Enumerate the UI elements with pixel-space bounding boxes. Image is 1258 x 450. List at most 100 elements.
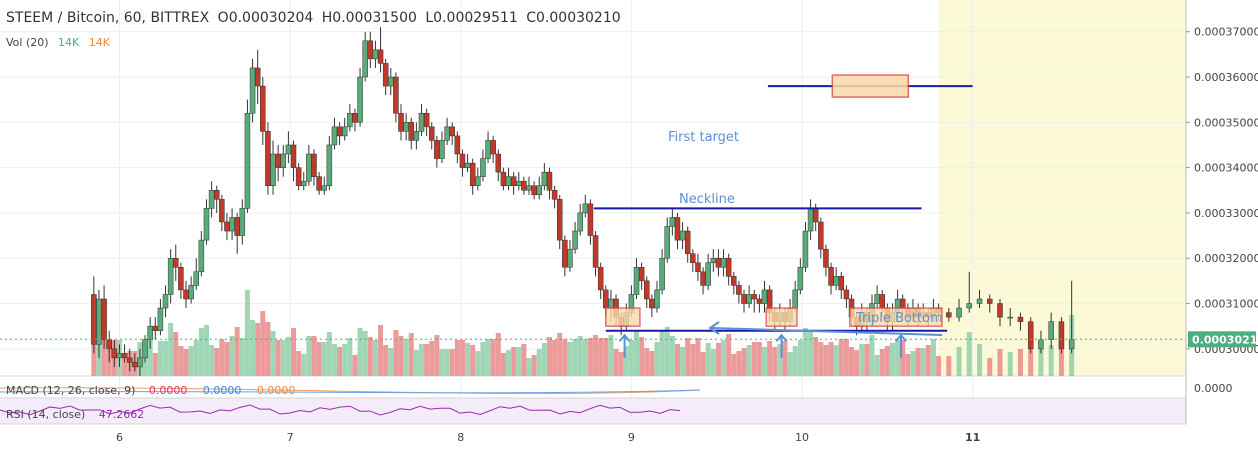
- candle-body: [106, 339, 112, 350]
- candle-body: [823, 248, 829, 268]
- candle-body: [290, 144, 297, 168]
- volume-bar: [408, 333, 414, 376]
- neckline-label: Neckline: [679, 192, 735, 207]
- volume-bar: [587, 338, 593, 376]
- candle-body: [132, 362, 138, 368]
- volume-bar: [997, 349, 1003, 376]
- volume-value-up: 14K: [58, 36, 80, 49]
- volume-bar: [879, 349, 885, 376]
- candle-body: [833, 276, 839, 286]
- price-label: 0.00037000: [1194, 26, 1258, 39]
- candle-body: [295, 167, 302, 186]
- volume-bar: [772, 347, 778, 376]
- candle-body: [603, 289, 609, 309]
- candle-body: [690, 253, 696, 263]
- volume-bar: [546, 337, 552, 376]
- candle-body: [567, 248, 573, 268]
- volume-value-down: 14K: [88, 36, 110, 49]
- bottom-arrow-head: [775, 333, 788, 342]
- candle-body: [966, 303, 973, 309]
- time-label: 9: [628, 431, 635, 444]
- volume-bar: [910, 351, 916, 376]
- candle-body: [347, 113, 353, 128]
- candle-body: [838, 276, 845, 291]
- candle-body: [167, 257, 174, 295]
- candle-body: [556, 199, 563, 241]
- macd-signal-value: 0.0000: [202, 384, 242, 397]
- price-label: 0.00032000: [1194, 252, 1258, 265]
- volume-bar: [511, 347, 517, 376]
- volume-bar: [1028, 334, 1034, 376]
- volume-bar: [741, 348, 747, 376]
- candle-body: [393, 76, 399, 114]
- volume-bar: [239, 338, 245, 376]
- candle-body: [454, 135, 461, 155]
- candle-body: [684, 230, 691, 254]
- candle-body: [551, 190, 558, 200]
- bottom-box: [765, 307, 798, 327]
- candle-body: [367, 40, 374, 60]
- volume-bar: [598, 338, 604, 376]
- rsi-label: RSI (14, close): [6, 408, 86, 421]
- candle-series: [91, 27, 1075, 376]
- volume-bar: [818, 342, 824, 376]
- candle-body: [229, 217, 235, 232]
- candle-body: [96, 298, 102, 345]
- volume-bar: [444, 349, 450, 376]
- volume-bar: [434, 335, 440, 376]
- volume-bar: [152, 353, 158, 376]
- volume-bar: [393, 330, 399, 376]
- candle-body: [423, 113, 430, 128]
- volume-bar: [977, 344, 983, 376]
- candle-body: [188, 285, 194, 300]
- volume-bar: [674, 344, 680, 376]
- candle-body: [510, 176, 517, 186]
- volume-bar: [209, 345, 215, 376]
- candle-body: [306, 153, 312, 182]
- candle-body: [362, 40, 368, 78]
- candle-body: [121, 353, 128, 359]
- candle-body: [449, 126, 455, 137]
- candle-body: [116, 353, 123, 359]
- volume-bar: [859, 344, 865, 376]
- volume-bar: [1058, 342, 1064, 376]
- volume-bar: [823, 345, 829, 376]
- close-value: C0.00030210: [526, 10, 621, 26]
- candle-body: [234, 217, 240, 236]
- candle-body: [388, 76, 394, 87]
- volume-bar: [203, 325, 209, 376]
- candle-body: [91, 294, 97, 345]
- volume-bar: [301, 354, 307, 376]
- volume-bar: [746, 345, 752, 376]
- candle-body: [531, 185, 537, 196]
- candle-body: [659, 257, 665, 291]
- price-label: 0.00034000: [1194, 162, 1258, 175]
- volume-bar: [168, 323, 174, 376]
- volume-bar: [193, 340, 199, 376]
- candle-body: [178, 267, 184, 291]
- volume-bar: [229, 336, 235, 376]
- candle-body: [301, 180, 307, 186]
- volume-bar: [403, 339, 409, 376]
- candle-body: [126, 357, 133, 363]
- volume-bar: [833, 345, 839, 376]
- candle-body: [254, 67, 261, 87]
- volume-bar: [255, 323, 261, 376]
- volume-bar: [275, 340, 281, 376]
- volume-bar: [767, 341, 773, 376]
- price-label: 0.00031000: [1194, 298, 1258, 311]
- candle-body: [495, 153, 502, 173]
- volume-bar: [936, 356, 942, 376]
- candle-body: [469, 162, 476, 186]
- projection-zone: [938, 0, 1186, 376]
- candle-body: [101, 298, 107, 341]
- volume-bar: [557, 333, 563, 376]
- volume-label: Vol (20): [6, 36, 49, 49]
- volume-bar: [654, 342, 660, 376]
- candle-body: [372, 49, 379, 60]
- last-price-tag: [1188, 331, 1256, 348]
- candle-body: [398, 113, 404, 132]
- price-label: 0.00036000: [1194, 71, 1258, 84]
- volume-bar: [326, 332, 332, 376]
- candle-body: [746, 294, 752, 304]
